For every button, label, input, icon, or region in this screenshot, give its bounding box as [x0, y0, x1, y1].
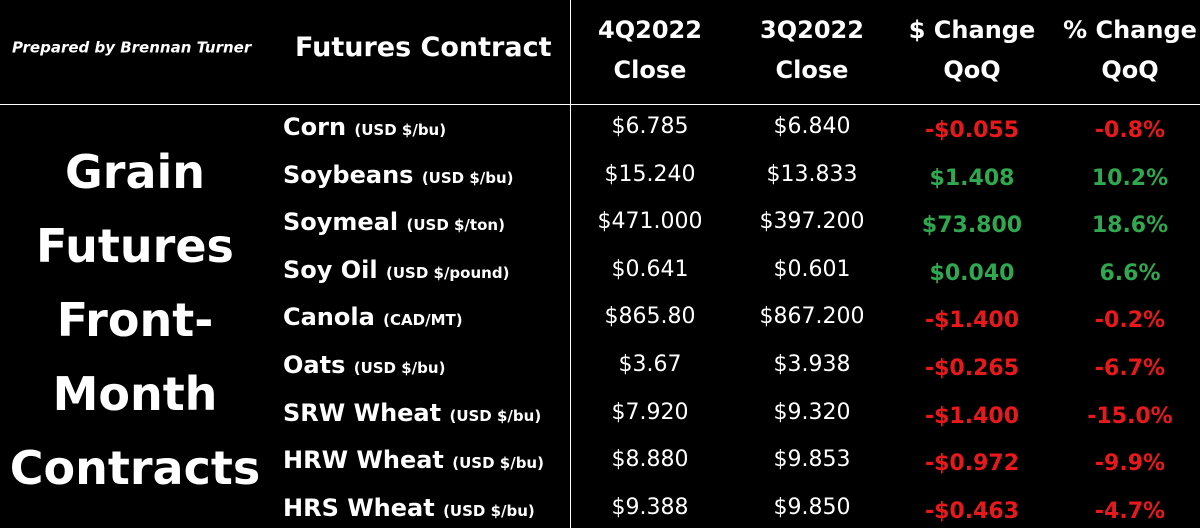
pct-change: -6.7%: [1094, 356, 1166, 381]
q4-close: $3.67: [618, 352, 682, 377]
pct-change: 6.6%: [1099, 260, 1161, 286]
q4-close: $8.880: [611, 447, 689, 473]
side-label: Front-: [56, 293, 214, 347]
q4-close: $15.240: [604, 161, 696, 187]
contract-name: HRS Wheat: [283, 493, 435, 522]
contract: Canola (CAD/MT): [283, 305, 463, 329]
q3-close: $13.833: [766, 161, 858, 187]
header-line: 3Q2022: [760, 16, 864, 44]
contract: Soybeans (USD $/bu): [283, 163, 514, 187]
contract-unit: (USD $/bu): [353, 359, 446, 377]
contract-unit: (USD $/bu): [443, 501, 535, 520]
header-line: $ Change: [908, 16, 1036, 44]
contract: SRW Wheat (USD $/bu): [283, 401, 541, 425]
q4-close: $7.920: [611, 399, 689, 425]
pct-change: 10.2%: [1091, 165, 1169, 191]
dollar-change: $0.040: [929, 260, 1015, 286]
q3-close: $9.853: [773, 447, 851, 473]
contract-name: Corn: [283, 113, 347, 141]
q3-close: $0.601: [773, 256, 851, 282]
pct-change: -4.7%: [1094, 498, 1166, 524]
column-header: 3Q2022 Close: [760, 10, 864, 90]
header-line: QoQ: [943, 56, 1001, 84]
contract: Oats (USD $/bu): [283, 353, 445, 377]
q3-close: $6.840: [773, 114, 851, 139]
column-header: 4Q2022 Close: [598, 10, 702, 90]
contract-unit: (USD $/bu): [354, 121, 447, 139]
column-header: $ Change QoQ: [909, 10, 1036, 90]
contract: Corn (USD $/bu): [283, 115, 446, 139]
header-line: % Change: [1063, 16, 1197, 44]
contract-unit: (USD $/bu): [421, 168, 514, 187]
column-header: % Change QoQ: [1063, 10, 1197, 90]
header-rule: [0, 104, 1200, 105]
q3-close: $9.850: [773, 494, 851, 520]
side-label: Futures: [36, 219, 234, 273]
q3-close: $397.200: [759, 209, 865, 235]
header-line: Futures Contract: [295, 32, 552, 63]
column-header: Futures Contract: [295, 28, 552, 68]
contract-name: Canola: [283, 303, 375, 332]
q4-close: $6.785: [611, 114, 689, 139]
pct-change: -9.9%: [1094, 451, 1166, 477]
header-line: 4Q2022: [598, 16, 702, 44]
pct-change: -0.8%: [1094, 118, 1166, 143]
contract: Soy Oil (USD $/pound): [283, 258, 509, 282]
contract-name: HRW Wheat: [283, 446, 444, 475]
q4-close: $0.641: [611, 256, 689, 282]
dollar-change: $73.800: [921, 213, 1023, 239]
contract-name: Oats: [283, 351, 346, 379]
q3-close: $3.938: [773, 352, 851, 377]
contract-name: Soy Oil: [283, 255, 378, 284]
contract-name: Soymeal: [283, 208, 399, 237]
contract: Soymeal (USD $/ton): [283, 210, 505, 234]
dollar-change: -$1.400: [924, 308, 1020, 334]
pct-change: -0.2%: [1094, 308, 1166, 334]
q4-close: $9.388: [611, 494, 689, 520]
header-line: Close: [775, 56, 849, 84]
contract-name: SRW Wheat: [283, 398, 442, 427]
side-label: Month: [52, 367, 218, 421]
contract: HRS Wheat (USD $/bu): [283, 496, 535, 520]
side-label: Grain: [65, 145, 205, 199]
dollar-change: -$0.972: [924, 451, 1020, 477]
dollar-change: -$0.055: [924, 118, 1020, 143]
pct-change: -15.0%: [1087, 403, 1173, 429]
q4-close: $471.000: [597, 209, 703, 235]
dollar-change: $1.408: [929, 165, 1015, 191]
contract-unit: (USD $/pound): [386, 263, 510, 282]
dollar-change: -$0.265: [924, 356, 1020, 381]
q3-close: $867.200: [759, 304, 865, 330]
contract-unit: (USD $/bu): [449, 406, 542, 425]
contract-name: Soybeans: [283, 160, 414, 189]
prepared-by: Prepared by Brennan Turner: [12, 38, 252, 57]
q3-close: $9.320: [773, 399, 851, 425]
contract: HRW Wheat (USD $/bu): [283, 448, 544, 472]
contract-unit: (CAD/MT): [383, 311, 463, 330]
column-rule: [570, 0, 571, 528]
contract-unit: (USD $/bu): [452, 454, 544, 473]
contract-unit: (USD $/ton): [406, 216, 505, 235]
header-line: QoQ: [1101, 56, 1159, 84]
dollar-change: -$0.463: [924, 498, 1020, 524]
header-line: Close: [613, 56, 687, 84]
side-label: Contracts: [9, 441, 261, 495]
dollar-change: -$1.400: [924, 403, 1020, 429]
pct-change: 18.6%: [1091, 213, 1169, 239]
q4-close: $865.80: [604, 304, 696, 330]
